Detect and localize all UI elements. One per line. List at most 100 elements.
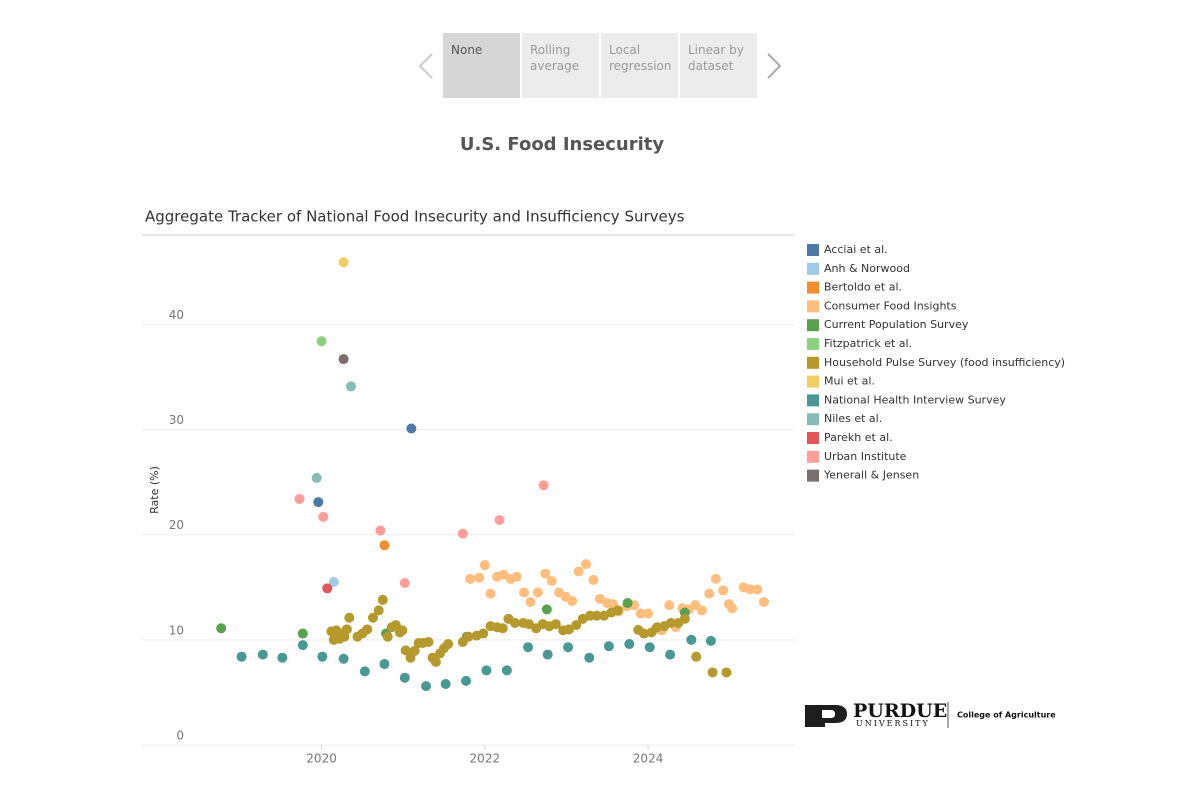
point — [538, 480, 549, 491]
point — [691, 651, 702, 662]
point — [382, 631, 393, 642]
point — [558, 625, 569, 636]
point — [544, 621, 555, 632]
logo-sub: UNIVERSITY — [856, 719, 930, 728]
point — [571, 620, 582, 631]
point — [397, 625, 408, 636]
point — [606, 607, 617, 618]
point — [481, 665, 492, 676]
point — [357, 628, 368, 639]
next-arrow[interactable] — [767, 53, 782, 79]
point — [738, 582, 749, 593]
legend-label: Fitzpatrick et al. — [824, 337, 912, 350]
y-tick-label: 10 — [169, 623, 184, 637]
legend-label: Consumer Food Insights — [824, 299, 957, 312]
point — [707, 667, 718, 678]
point — [531, 623, 542, 634]
legend-label: Yenerall & Jensen — [823, 469, 919, 482]
point — [723, 599, 734, 610]
point — [503, 613, 514, 624]
point — [629, 600, 640, 611]
point — [430, 656, 441, 667]
legend-swatch — [807, 432, 819, 444]
point — [673, 618, 684, 629]
legend-swatch — [807, 394, 819, 407]
point — [379, 540, 390, 551]
legend-swatch — [807, 281, 819, 294]
point — [505, 573, 516, 584]
point — [752, 584, 763, 595]
point — [573, 566, 584, 577]
point — [375, 525, 386, 536]
point — [523, 619, 534, 630]
point — [311, 472, 322, 483]
logo-unit: College of Agriculture — [957, 711, 1056, 720]
point — [537, 619, 548, 630]
legend-label: Niles et al. — [824, 412, 882, 425]
point — [690, 600, 701, 611]
point — [511, 571, 522, 582]
logo-name: PURDUE — [853, 700, 947, 722]
tab[interactable]: Linear by dataset — [680, 33, 757, 98]
point — [652, 622, 663, 633]
point — [326, 626, 337, 637]
legend-label: Urban Institute — [824, 450, 907, 463]
point — [427, 652, 438, 663]
chart-title: Aggregate Tracker of National Food Insec… — [145, 208, 685, 226]
point — [622, 598, 633, 609]
point — [359, 666, 370, 677]
point — [399, 578, 410, 589]
point — [421, 681, 432, 692]
point — [377, 594, 388, 605]
point — [577, 613, 588, 624]
point — [257, 649, 268, 660]
point — [423, 636, 434, 647]
point — [550, 619, 561, 630]
legend-label: Parekh et al. — [824, 431, 893, 444]
dashboard-title: U.S. Food Insecurity — [460, 134, 665, 155]
legend-label: Anh & Norwood — [824, 262, 910, 275]
point — [603, 641, 614, 652]
logo-mark — [805, 705, 847, 727]
point — [390, 620, 401, 631]
point — [510, 618, 521, 629]
y-axis-label: Rate (%) — [148, 466, 161, 514]
point — [497, 623, 508, 634]
point — [659, 621, 670, 632]
point — [727, 603, 738, 614]
point — [635, 608, 646, 619]
point — [584, 652, 595, 663]
point — [721, 667, 732, 678]
legend-swatch — [807, 450, 819, 463]
point — [542, 649, 553, 660]
tab[interactable]: Local regression — [601, 33, 678, 98]
point — [400, 645, 411, 656]
point — [406, 423, 417, 434]
point — [624, 639, 635, 650]
prev-arrow[interactable] — [418, 53, 433, 79]
point — [485, 621, 496, 632]
point — [670, 622, 681, 633]
tab[interactable]: Rolling average — [522, 33, 599, 98]
point — [318, 511, 329, 522]
point — [386, 622, 397, 633]
point — [540, 568, 551, 579]
point — [331, 625, 342, 636]
point — [461, 675, 472, 686]
point — [294, 493, 305, 504]
point — [344, 612, 355, 623]
point — [479, 560, 490, 571]
point — [485, 588, 496, 599]
point — [585, 610, 596, 621]
legend-swatch — [807, 300, 819, 313]
point — [362, 624, 373, 635]
point — [679, 613, 690, 624]
point — [563, 624, 574, 635]
point — [612, 605, 623, 616]
point — [457, 528, 468, 539]
tab[interactable]: None — [443, 33, 520, 98]
point — [313, 497, 324, 508]
y-tick-label: 40 — [169, 308, 184, 322]
legend-swatch — [807, 375, 819, 388]
